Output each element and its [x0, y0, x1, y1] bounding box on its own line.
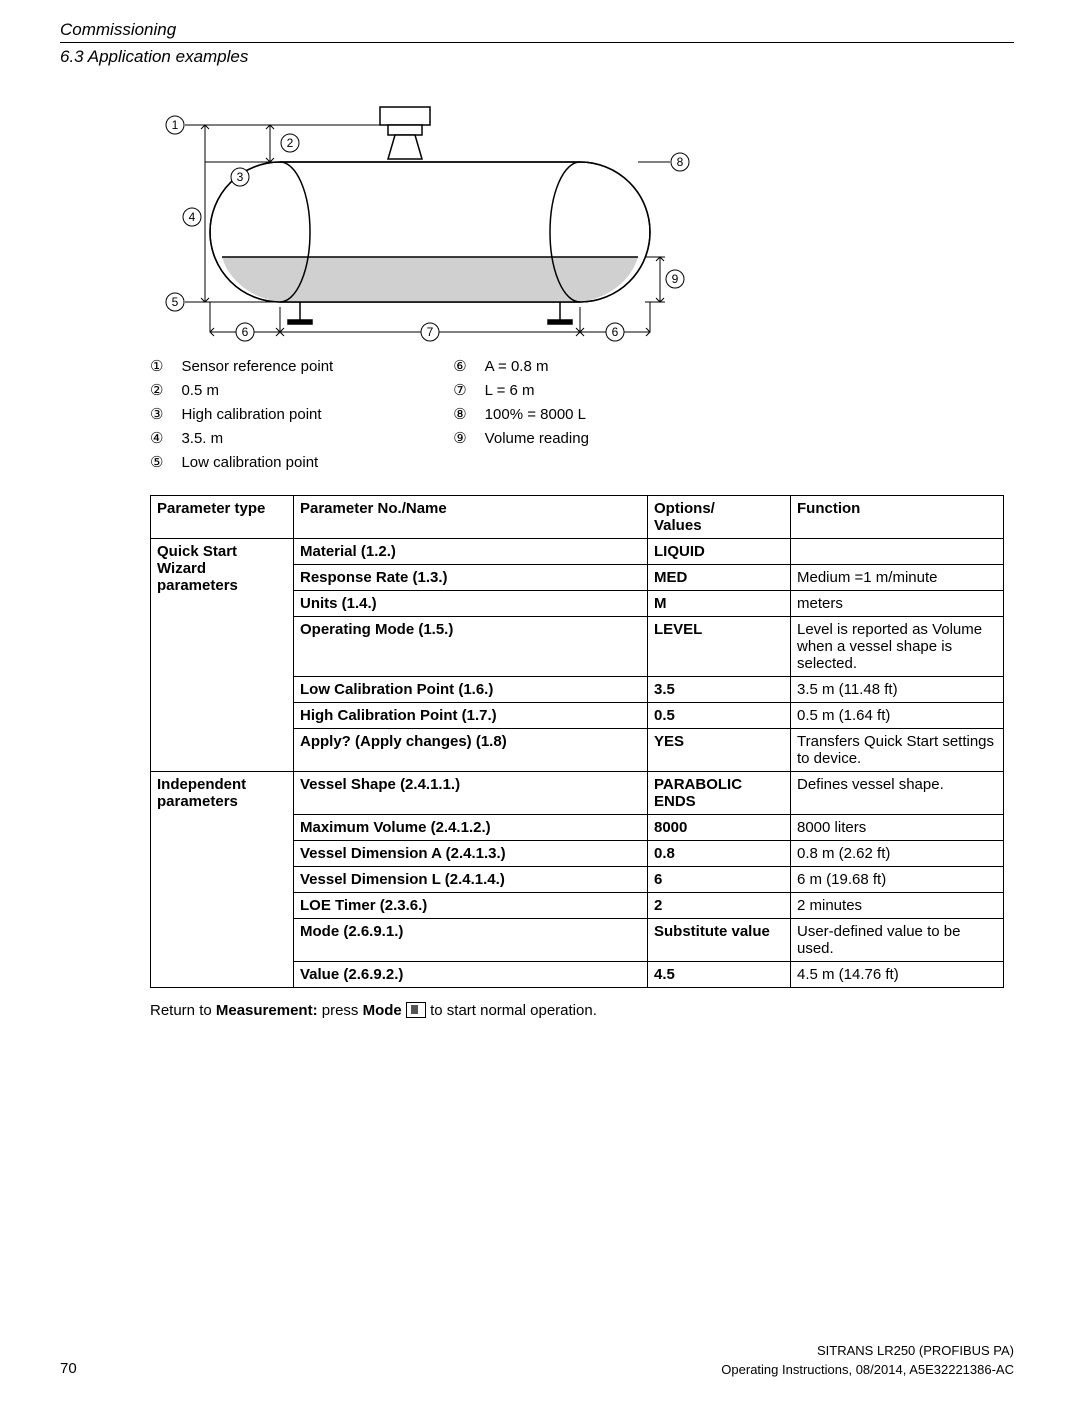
legend-item: ⑥ A = 0.8 m: [453, 357, 589, 375]
cell-parameter-name: Units (1.4.): [294, 591, 648, 617]
svg-text:6: 6: [242, 325, 249, 339]
col-parameter-name: Parameter No./Name: [294, 496, 648, 539]
legend-item: ⑦ L = 6 m: [453, 381, 589, 399]
legend-text: A = 0.8 m: [485, 358, 549, 375]
legend-text: Low calibration point: [181, 454, 318, 471]
footer-product: SITRANS LR250 (PROFIBUS PA): [60, 1342, 1014, 1360]
cell-parameter-name: LOE Timer (2.3.6.): [294, 893, 648, 919]
cell-function: 2 minutes: [791, 893, 1004, 919]
table-row: Independent parametersVessel Shape (2.4.…: [151, 772, 1004, 815]
cell-function: 3.5 m (11.48 ft): [791, 677, 1004, 703]
cell-option-value: Substitute value: [648, 919, 791, 962]
col-options-values: Options/ Values: [648, 496, 791, 539]
cell-function: 4.5 m (14.76 ft): [791, 962, 1004, 988]
legend-number: ③: [150, 405, 163, 423]
cell-parameter-name: Maximum Volume (2.4.1.2.): [294, 815, 648, 841]
cell-option-value: 0.8: [648, 841, 791, 867]
legend-text: High calibration point: [181, 406, 321, 423]
svg-text:8: 8: [677, 155, 684, 169]
cell-option-value: M: [648, 591, 791, 617]
cell-parameter-name: High Calibration Point (1.7.): [294, 703, 648, 729]
cell-function: Transfers Quick Start settings to device…: [791, 729, 1004, 772]
legend-number: ④: [150, 429, 163, 447]
cell-parameter-name: Mode (2.6.9.1.): [294, 919, 648, 962]
return-instruction: Return to Measurement: press Mode to sta…: [150, 1002, 1004, 1019]
cell-option-value: 8000: [648, 815, 791, 841]
legend-text: 100% = 8000 L: [485, 406, 586, 423]
col-parameter-type: Parameter type: [151, 496, 294, 539]
legend-item: ④ 3.5. m: [150, 429, 333, 447]
legend-text: 3.5. m: [181, 430, 223, 447]
svg-text:9: 9: [672, 272, 679, 286]
cell-function: Level is reported as Volume when a vesse…: [791, 617, 1004, 677]
cell-function: Defines vessel shape.: [791, 772, 1004, 815]
cell-parameter-name: Vessel Shape (2.4.1.1.): [294, 772, 648, 815]
cell-option-value: 0.5: [648, 703, 791, 729]
cell-option-value: LEVEL: [648, 617, 791, 677]
svg-text:3: 3: [237, 170, 244, 184]
cell-parameter-name: Low Calibration Point (1.6.): [294, 677, 648, 703]
footer-doc-id: Operating Instructions, 08/2014, A5E3222…: [721, 1362, 1014, 1377]
legend-item: ⑧ 100% = 8000 L: [453, 405, 589, 423]
cell-function: meters: [791, 591, 1004, 617]
cell-option-value: 3.5: [648, 677, 791, 703]
cell-parameter-name: Material (1.2.): [294, 539, 648, 565]
cell-option-value: YES: [648, 729, 791, 772]
mode-icon: [406, 1002, 426, 1018]
parameter-table: Parameter type Parameter No./Name Option…: [150, 495, 1004, 988]
cell-option-value: 4.5: [648, 962, 791, 988]
legend-number: ⑥: [453, 357, 466, 375]
page-number: 70: [60, 1360, 77, 1377]
cell-parameter-name: Value (2.6.9.2.): [294, 962, 648, 988]
legend-text: 0.5 m: [181, 382, 219, 399]
cell-parameter-name: Operating Mode (1.5.): [294, 617, 648, 677]
col-function: Function: [791, 496, 1004, 539]
cell-function: Medium =1 m/minute: [791, 565, 1004, 591]
diagram-legend: ① Sensor reference point ② 0.5 m ③ High calib…: [150, 357, 1004, 471]
cell-option-value: LIQUID: [648, 539, 791, 565]
cell-option-value: 2: [648, 893, 791, 919]
cell-function: 8000 liters: [791, 815, 1004, 841]
legend-text: L = 6 m: [485, 382, 535, 399]
legend-item: ⑤ Low calibration point: [150, 453, 333, 471]
cell-parameter-name: Vessel Dimension A (2.4.1.3.): [294, 841, 648, 867]
legend-text: Sensor reference point: [181, 358, 333, 375]
cell-function: [791, 539, 1004, 565]
cell-parameter-name: Response Rate (1.3.): [294, 565, 648, 591]
legend-item: ③ High calibration point: [150, 405, 333, 423]
cell-function: 0.5 m (1.64 ft): [791, 703, 1004, 729]
header-title: Commissioning: [60, 20, 1014, 40]
cell-option-value: 6: [648, 867, 791, 893]
legend-item: ① Sensor reference point: [150, 357, 333, 375]
legend-item: ⑨ Volume reading: [453, 429, 589, 447]
vessel-diagram: 1 2 3 4 5 6 7 6 8 9: [150, 97, 690, 347]
svg-text:5: 5: [172, 295, 179, 309]
legend-number: ⑤: [150, 453, 163, 471]
cell-parameter-name: Apply? (Apply changes) (1.8): [294, 729, 648, 772]
svg-text:4: 4: [189, 210, 196, 224]
cell-parameter-type: Quick Start Wizard parameters: [151, 539, 294, 772]
cell-parameter-type: Independent parameters: [151, 772, 294, 988]
svg-text:1: 1: [172, 118, 179, 132]
cell-function: 6 m (19.68 ft): [791, 867, 1004, 893]
svg-text:6: 6: [612, 325, 619, 339]
cell-function: User-defined value to be used.: [791, 919, 1004, 962]
cell-option-value: MED: [648, 565, 791, 591]
cell-function: 0.8 m (2.62 ft): [791, 841, 1004, 867]
legend-text: Volume reading: [485, 430, 589, 447]
legend-number: ②: [150, 381, 163, 399]
svg-text:7: 7: [427, 325, 434, 339]
cell-parameter-name: Vessel Dimension L (2.4.1.4.): [294, 867, 648, 893]
header-subtitle: 6.3 Application examples: [60, 47, 1014, 67]
legend-number: ①: [150, 357, 163, 375]
table-row: Quick Start Wizard parametersMaterial (1…: [151, 539, 1004, 565]
cell-option-value: PARABOLIC ENDS: [648, 772, 791, 815]
legend-number: ⑧: [453, 405, 466, 423]
legend-item: ② 0.5 m: [150, 381, 333, 399]
legend-number: ⑨: [453, 429, 466, 447]
svg-text:2: 2: [287, 136, 294, 150]
legend-number: ⑦: [453, 381, 466, 399]
